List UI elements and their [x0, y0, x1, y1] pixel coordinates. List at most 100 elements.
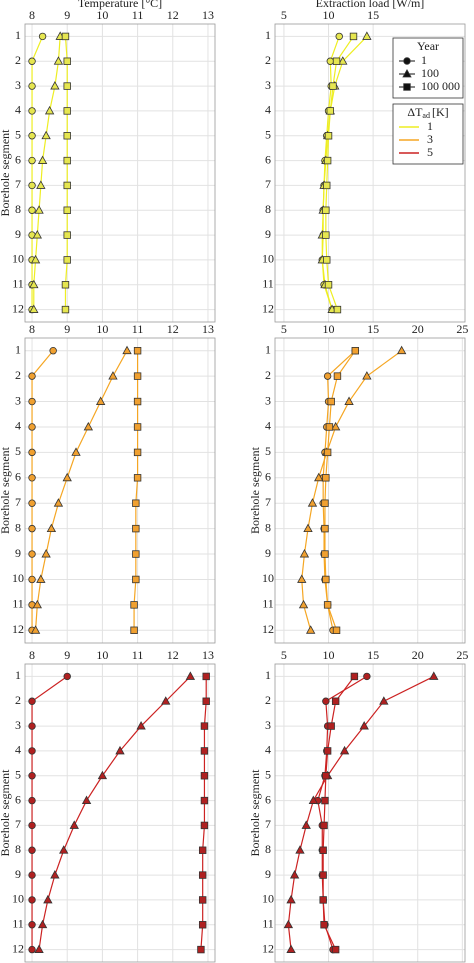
marker-circle: [28, 722, 36, 730]
y-tick-label: 2: [15, 693, 21, 707]
marker-triangle: [30, 625, 41, 634]
x-tick-label: 5: [281, 8, 287, 22]
y-tick-label: 12: [12, 941, 24, 955]
marker-square: [200, 796, 209, 805]
marker-circle: [403, 57, 411, 65]
marker-triangle: [301, 820, 311, 829]
x-tick-label: 9: [64, 322, 70, 336]
y-tick-label: 8: [15, 202, 21, 216]
legend-title-part: [K]: [432, 105, 449, 119]
y-tick-label: 3: [265, 78, 271, 92]
plot-frame: [24, 23, 216, 323]
series-line: [31, 36, 44, 310]
x-tick-label: 11: [132, 648, 144, 662]
series-line: [322, 350, 356, 631]
y-tick-label: 8: [15, 520, 21, 534]
x-tick-label: 12: [167, 322, 179, 336]
marker-square: [322, 206, 330, 214]
marker-square: [200, 772, 209, 780]
marker-square: [323, 256, 331, 264]
marker-triangle: [50, 870, 60, 879]
marker-triangle: [286, 944, 296, 953]
x-tick-label: 10: [96, 648, 108, 662]
x-tick-label: 5: [281, 322, 287, 336]
marker-square: [403, 83, 411, 91]
x-tick-label: 11: [132, 8, 144, 22]
x-tick-label: 8: [29, 322, 35, 336]
marker-triangle: [306, 625, 316, 634]
marker-circle: [28, 821, 36, 830]
marker-triangle: [379, 696, 389, 705]
marker-triangle: [59, 845, 69, 854]
y-tick-label: 3: [15, 393, 21, 407]
marker-square: [197, 945, 205, 954]
marker-circle: [63, 672, 71, 681]
y-tick-label: 6: [15, 470, 21, 484]
y-tick-label: 9: [15, 867, 21, 881]
y-tick-label: 2: [265, 368, 271, 382]
marker-square: [130, 601, 138, 609]
marker-square: [133, 372, 142, 380]
marker-square: [332, 57, 341, 65]
y-tick-label: 1: [15, 668, 21, 682]
series-line: [321, 35, 368, 310]
marker-circle: [28, 57, 36, 65]
y-tick-label: 10: [12, 252, 24, 266]
marker-square: [132, 575, 140, 584]
y-tick-label: 12: [12, 301, 24, 315]
marker-triangle: [83, 421, 94, 431]
marker-square: [329, 82, 337, 90]
marker-circle: [38, 32, 47, 41]
marker-triangle: [37, 919, 48, 929]
legend-box: [392, 37, 464, 99]
y-tick-label: 7: [265, 495, 271, 509]
legend-label: 5: [427, 145, 433, 159]
y-tick-label: 5: [15, 128, 21, 142]
y-tick-label: 10: [262, 892, 274, 906]
marker-square: [321, 796, 329, 805]
marker-square: [350, 672, 359, 681]
y-tick-label: 3: [265, 393, 271, 407]
marker-triangle: [34, 205, 44, 214]
marker-triangle: [339, 745, 350, 755]
marker-triangle: [41, 130, 51, 140]
x-tick-label: 12: [167, 648, 179, 662]
marker-triangle: [299, 549, 310, 558]
marker-square: [132, 524, 140, 533]
x-tick-label: 15: [367, 322, 379, 336]
marker-circle: [28, 82, 36, 90]
x-tick-label: 20: [412, 648, 424, 662]
marker-triangle: [29, 279, 39, 289]
plot-frame: [24, 337, 216, 644]
y-tick-label: 8: [265, 842, 271, 856]
marker-square: [320, 821, 328, 830]
marker-square: [200, 722, 209, 730]
y-tick-label: 11: [12, 917, 24, 931]
marker-circle: [322, 697, 330, 705]
marker-square: [133, 448, 142, 457]
marker-square: [198, 921, 207, 929]
marker-circle: [28, 474, 36, 482]
marker-square: [202, 672, 210, 681]
marker-triangle: [289, 870, 300, 879]
marker-square: [322, 772, 330, 780]
marker-circle: [323, 372, 332, 380]
legend-title-part: ad: [422, 111, 430, 120]
y-tick-label: 9: [15, 227, 21, 241]
marker-square: [324, 281, 333, 289]
marker-triangle: [359, 721, 369, 730]
marker-triangle: [122, 345, 132, 355]
marker-triangle: [362, 371, 372, 380]
marker-triangle: [297, 574, 307, 583]
marker-circle: [28, 921, 36, 929]
marker-circle: [28, 697, 36, 705]
y-tick-label: 4: [15, 103, 21, 117]
marker-triangle: [307, 498, 318, 507]
marker-square: [323, 747, 332, 755]
marker-triangle: [396, 345, 407, 355]
series-line: [33, 36, 61, 310]
y-tick-label: 11: [262, 917, 274, 931]
plot-frame: [274, 663, 466, 963]
marker-circle: [28, 397, 36, 406]
